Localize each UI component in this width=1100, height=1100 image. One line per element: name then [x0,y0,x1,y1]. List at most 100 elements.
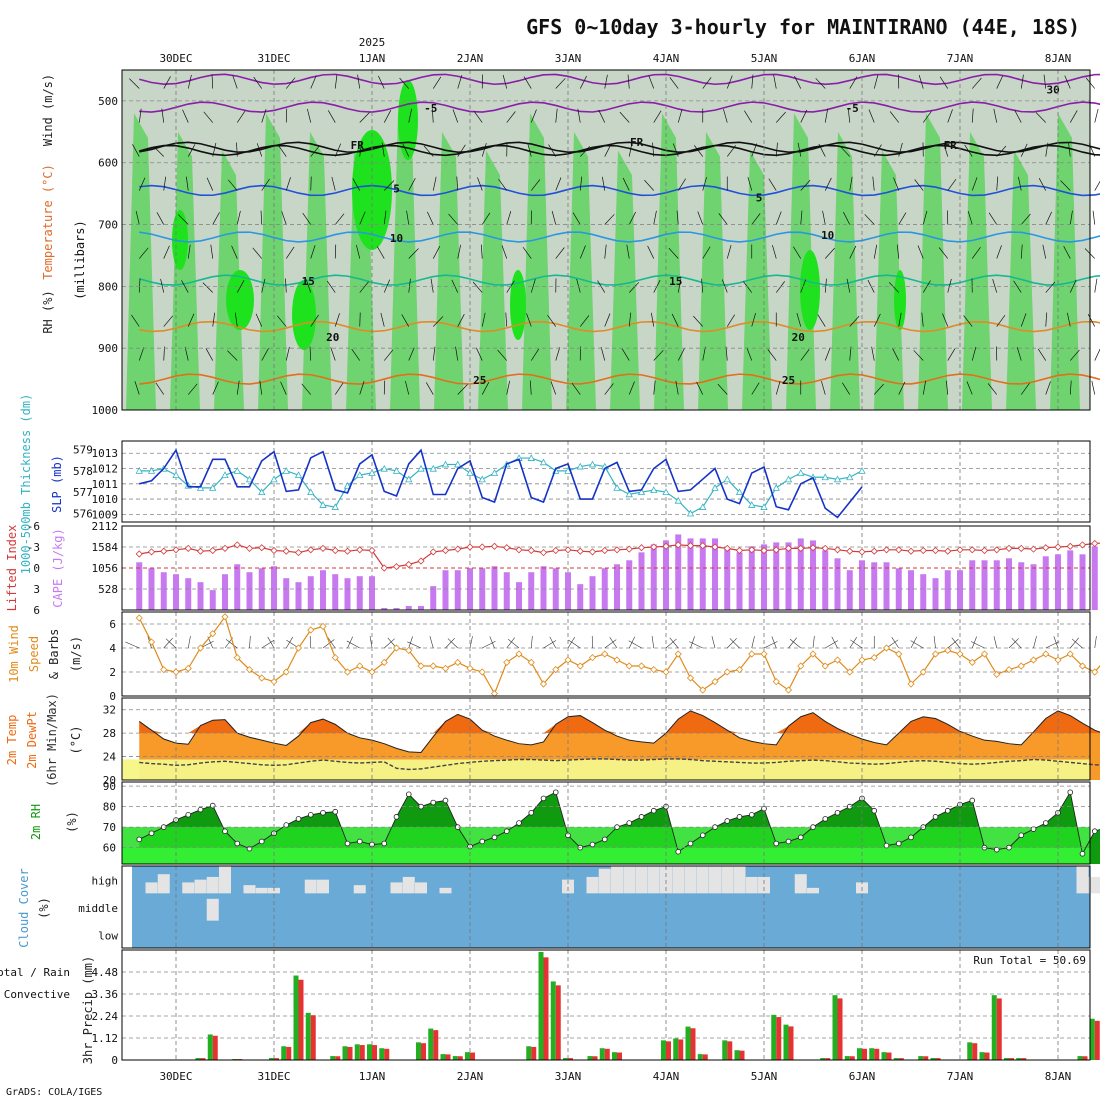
wind-barb-72-6 [1013,280,1022,293]
wind-speed-marker-46 [699,686,707,694]
wind-barb-24-1 [431,108,434,123]
cloud-high-42 [647,866,660,894]
wind-barb-36-4 [572,212,581,225]
lifted-index-marker-34 [552,546,560,555]
wind-barb-34-8 [555,347,561,361]
thickness-tick-577: 577 [73,486,93,499]
wind-barb-70-7 [996,315,1006,327]
rh2m-marker-40 [626,820,633,826]
temp-tick-28: 28 [103,727,116,740]
surface-barb-24 [429,636,434,649]
rh2m-marker-20 [381,840,388,847]
thickness-marker-24 [429,464,437,472]
slp-tick-1012: 1012 [92,463,119,476]
cape-bar-12 [283,578,290,610]
bottom-date-3jan: 3JAN [555,1070,582,1083]
convective-bar-44 [678,1039,684,1060]
rh-moist-column-8 [478,150,508,410]
rh2m-marker-22 [405,791,412,798]
convective-bar-24 [433,1030,439,1060]
thickness-marker-50 [748,501,756,508]
isotherm-label-2: FR [351,139,365,152]
wind-barb-76-2 [1068,142,1071,157]
isotherm-label-0: -5 [424,102,437,115]
wind-barb-12-7 [276,315,287,327]
cape-bar-52 [773,542,780,610]
lifted-index-marker-45 [686,542,695,550]
bottom-date-8jan: 8JAN [1045,1070,1072,1083]
wind-barb-42-3 [644,179,655,191]
chart-title: GFS 0~10day 3-hourly for MAINTIRANO (44E… [526,15,1080,39]
cloud-high-50 [745,876,758,894]
rain-bar-60 [869,1048,875,1060]
wind-barb-38-8 [600,346,606,361]
wind-barb-76-1 [1069,110,1078,123]
wind-barb-46-9 [696,381,704,395]
wind-speed-marker-66 [944,646,952,654]
wind-barb-56-4 [822,210,826,225]
pressure-tick-900: 900 [98,342,118,355]
wind-barb-4-6 [181,280,189,293]
wind-barb-18-4 [359,211,366,225]
wind-barb-74-8 [1037,348,1047,361]
cape-bar-54 [797,538,804,610]
cape-bar-31 [516,582,522,610]
cape-bar-77 [1079,554,1086,610]
cape-bar-70 [993,560,1000,610]
wind-barb-8-0 [232,75,238,89]
wind-barb-74-0 [1043,74,1047,89]
bottom-date-1jan: 1JAN [359,1070,386,1083]
cloud-level-high: high [92,875,119,888]
temp-axis-label-d: (°C) [69,726,83,755]
cape-bar-51 [761,544,767,610]
wind-barb-38-3 [601,176,606,191]
wind-barb-66-6 [947,278,952,293]
wind-barb-54-4 [800,210,803,225]
surface-barb-9 [249,635,251,649]
thickness-marker-10 [258,488,266,496]
bottom-date-7jan: 7JAN [947,1070,974,1083]
lifted-index-marker-20 [380,564,388,572]
cape-bar-68 [969,560,976,610]
convective-bar-65 [935,1058,941,1060]
wind-barb-16-8 [330,347,336,361]
wind-barb-34-2 [548,144,557,157]
surface-barb-10 [261,640,275,649]
lifted-index-marker-55 [809,544,817,552]
wind-barb-20-4 [383,210,387,225]
rain-bar-57 [832,995,838,1060]
wind-speed-marker-14 [307,626,315,634]
lifted-index-marker-71 [1005,544,1013,552]
wind-barb-48-1 [723,108,728,123]
lifted-index-marker-40 [625,545,633,553]
wind-barb-60-5 [873,244,878,259]
lifted-index-marker-52 [772,546,780,554]
lifted-index-marker-15 [319,544,327,552]
rain-bar-71 [1004,1058,1009,1060]
wind-barb-20-3 [383,180,395,191]
rain-bar-49 [734,1050,740,1060]
isotherm-label-7: 10 [390,232,403,245]
lifted-index-marker-66 [944,547,952,555]
wind-barb-56-3 [824,177,832,191]
thickness-marker-57 [833,475,842,483]
lifted-index-marker-50 [748,546,756,554]
thickness-marker-6 [209,484,217,491]
rh-saturated-patch-7 [894,270,906,330]
surface-barb-3 [165,638,177,649]
wind-barb-36-6 [576,278,581,293]
cloud-high-38 [598,868,611,894]
wind-barb-28-5 [480,244,483,259]
cloud-high-15 [317,879,329,894]
cape-bar-33 [540,566,547,610]
wind-barb-70-5 [996,245,1002,259]
convective-bar-16 [335,1056,341,1060]
cape-bar-41 [638,552,645,610]
convective-bar-18 [359,1045,365,1060]
surface-barb-46 [689,641,703,649]
surface-barb-56 [825,640,839,649]
wind-barb-20-1 [383,110,392,123]
rain-bar-56 [820,1058,826,1060]
wind-barb-16-6 [326,280,336,293]
wind-speed-marker-11 [270,678,278,686]
